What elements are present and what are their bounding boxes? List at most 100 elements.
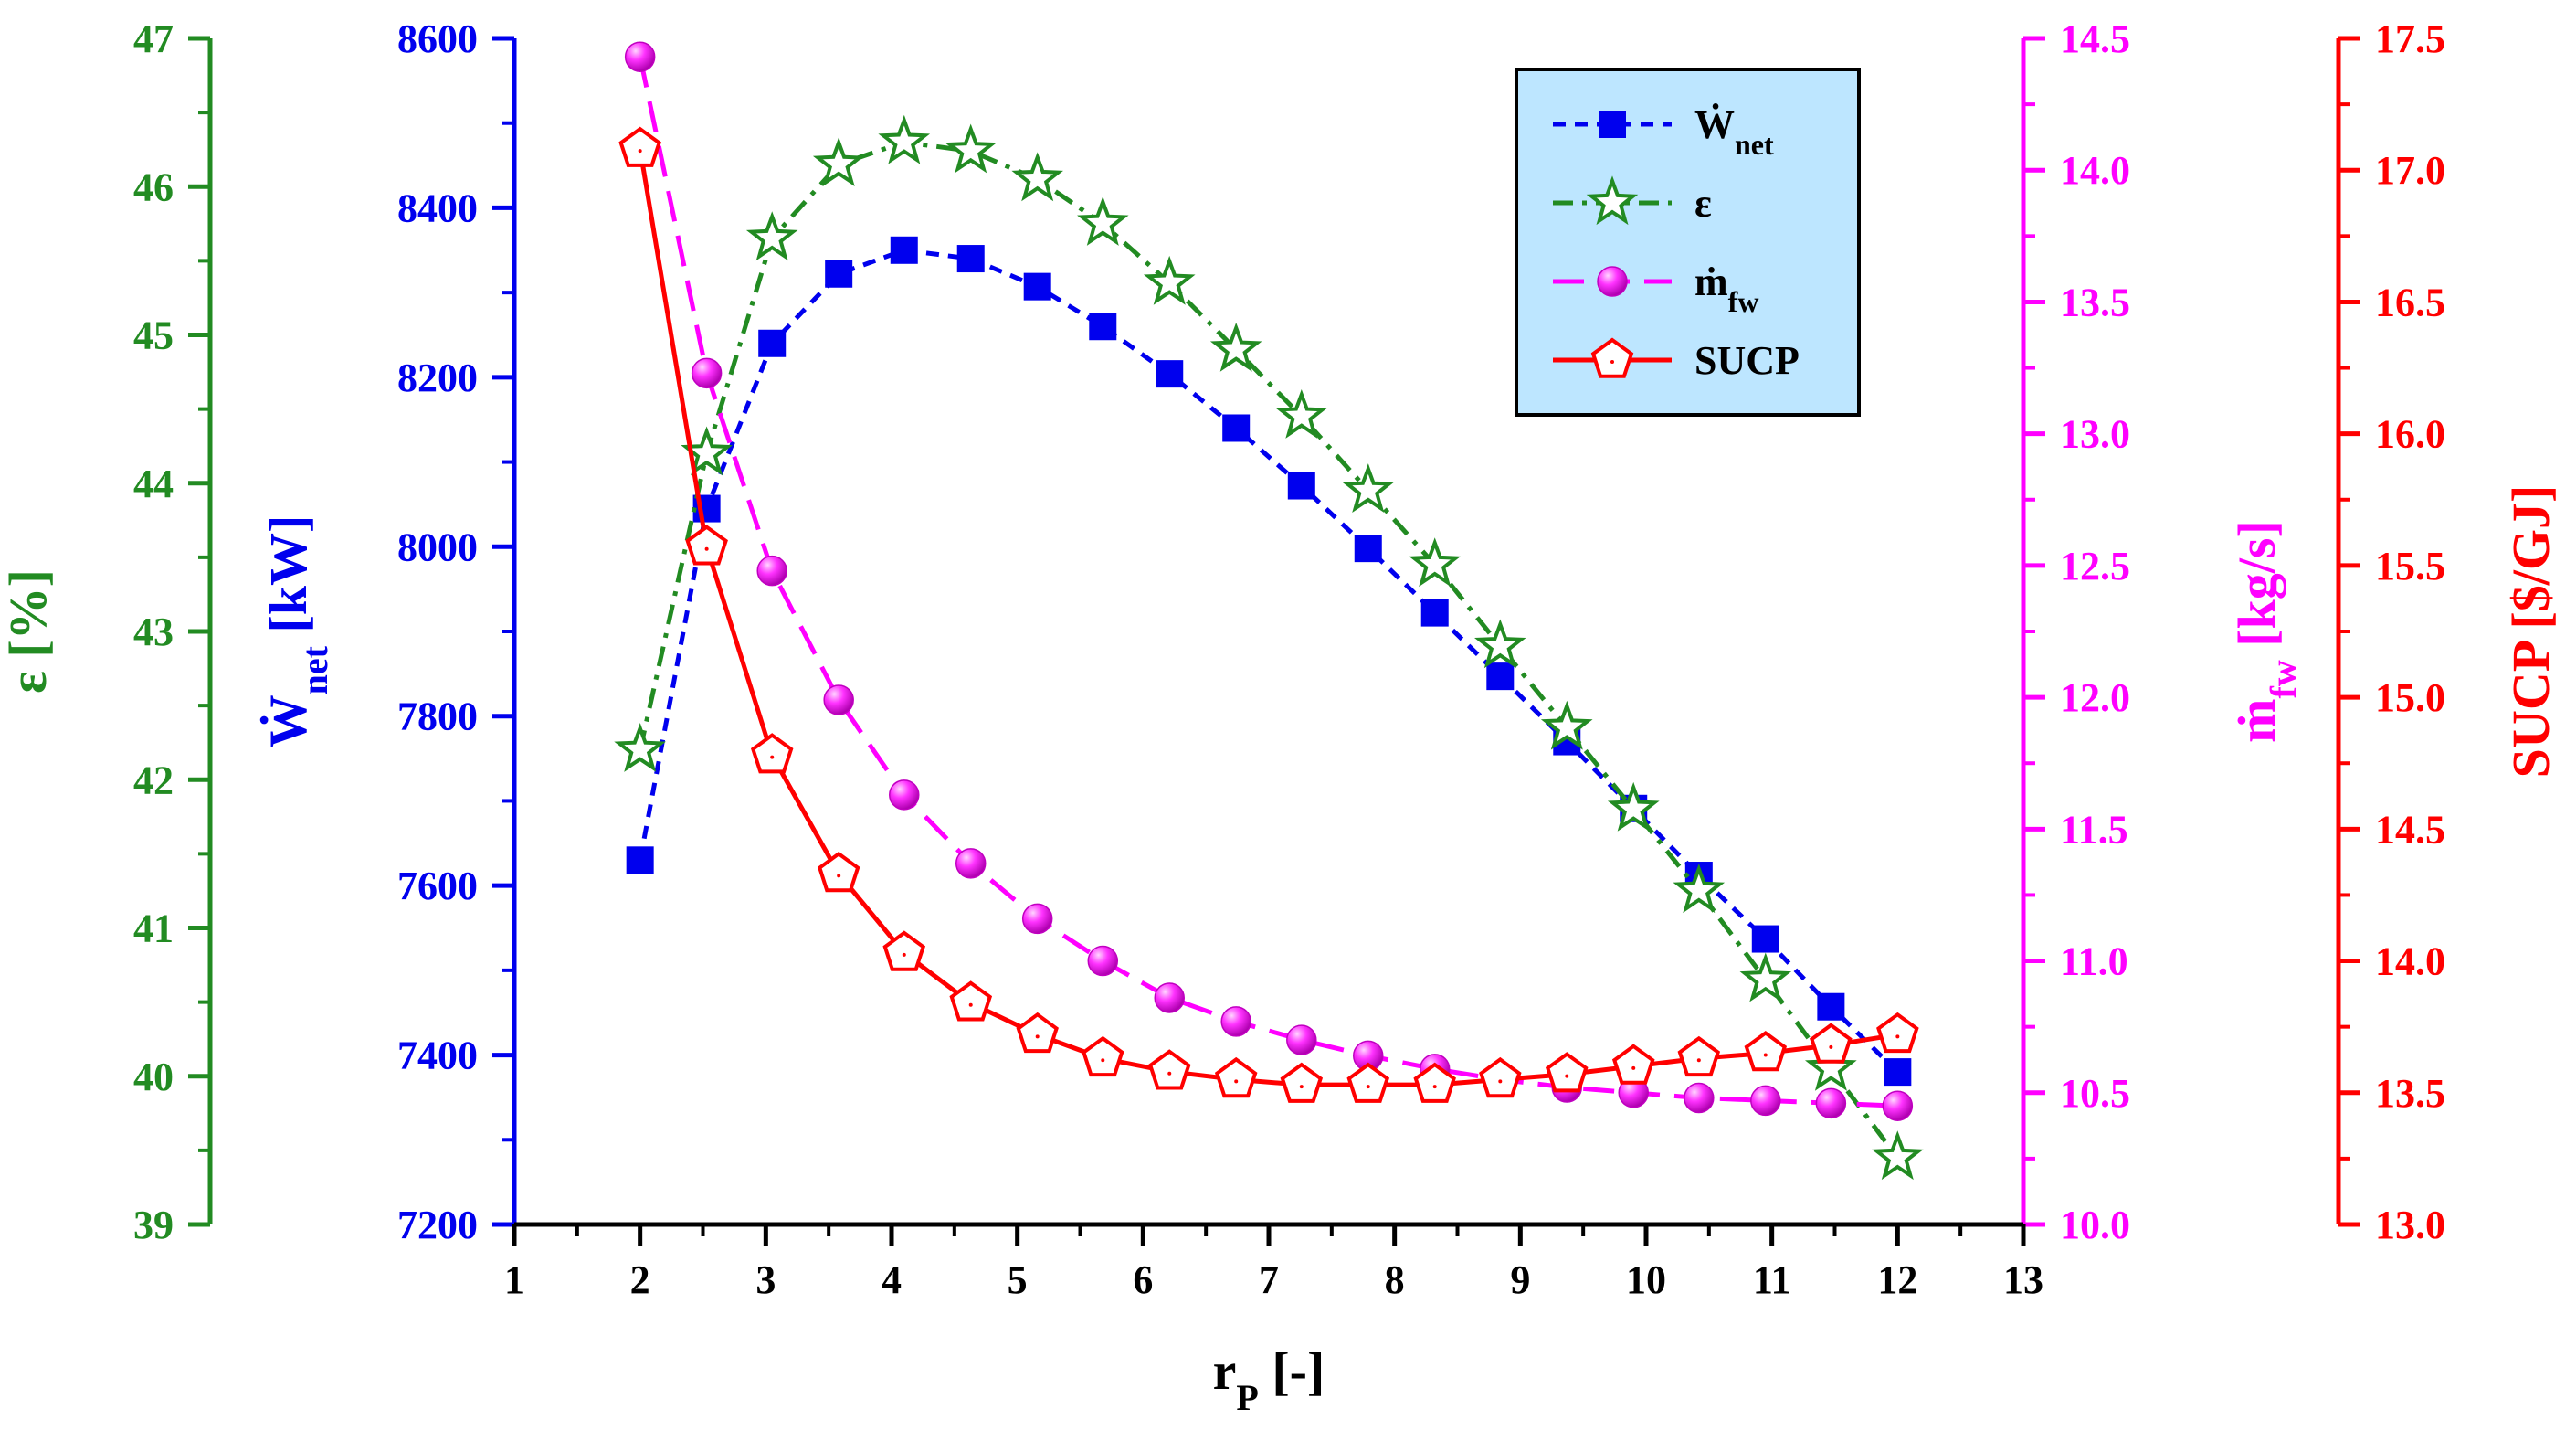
sucp-tick-label: 13.0 bbox=[2375, 1203, 2445, 1247]
series-sucp-marker bbox=[1413, 1062, 1456, 1103]
x-tick-label: 8 bbox=[1385, 1257, 1405, 1302]
legend-marker-mfw bbox=[1597, 266, 1628, 297]
epsilon-tick-label: 39 bbox=[133, 1203, 174, 1247]
legend-box bbox=[1515, 68, 1861, 417]
sucp-tick-label: 14.0 bbox=[2375, 939, 2445, 984]
series-sucp-marker-shape bbox=[1876, 1012, 1919, 1054]
series-mfw-marker bbox=[1882, 1090, 1914, 1121]
mfw-tick-label: 12.0 bbox=[2060, 675, 2130, 720]
series-sucp-marker-shape bbox=[1479, 1056, 1522, 1098]
x-tick-label: 12 bbox=[1877, 1257, 1917, 1302]
series-wnet-marker bbox=[825, 260, 853, 288]
series-sucp-marker bbox=[1744, 1031, 1788, 1072]
sucp-tick-label: 15.5 bbox=[2375, 544, 2445, 588]
series-wnet-marker bbox=[1089, 313, 1117, 341]
series-epsilon-marker bbox=[1342, 463, 1395, 513]
epsilon-tick-label: 42 bbox=[133, 758, 174, 802]
legend-label-mfw: ṁfw bbox=[1694, 260, 1758, 318]
wnet-tick-label: 7600 bbox=[397, 864, 478, 908]
series-epsilon-marker bbox=[878, 114, 931, 164]
series-epsilon-marker bbox=[1739, 952, 1792, 1002]
mfw-tick-label: 14.5 bbox=[2060, 16, 2130, 61]
series-mfw-marker bbox=[823, 684, 854, 716]
series-sucp-marker-dot bbox=[1101, 1058, 1105, 1063]
mfw-tick-label: 13.5 bbox=[2060, 280, 2130, 324]
series-mfw-marker bbox=[1154, 982, 1185, 1013]
legend-marker-sucp-shape bbox=[1590, 337, 1634, 378]
series-mfw-marker bbox=[1286, 1024, 1317, 1055]
wnet-tick-label: 8400 bbox=[397, 186, 478, 230]
series-sucp-marker-shape bbox=[817, 851, 860, 893]
series-epsilon-marker bbox=[812, 137, 865, 186]
legend-marker-sucp bbox=[1590, 337, 1634, 378]
series-epsilon-marker bbox=[614, 723, 666, 772]
series-sucp-marker-shape bbox=[1810, 1023, 1853, 1064]
series-wnet-marker bbox=[1156, 360, 1184, 388]
series-epsilon bbox=[614, 114, 1924, 1181]
wnet-tick-label: 8000 bbox=[397, 525, 478, 569]
legend-marker-epsilon bbox=[1586, 175, 1639, 226]
series-wnet-marker bbox=[758, 329, 787, 357]
series-wnet-marker bbox=[1023, 272, 1051, 301]
epsilon-tick-label: 44 bbox=[133, 461, 174, 506]
series-wnet-marker bbox=[626, 846, 654, 874]
series-sucp-marker-shape bbox=[1413, 1062, 1456, 1103]
series-sucp-marker bbox=[817, 851, 860, 893]
x-tick-label: 9 bbox=[1510, 1257, 1530, 1302]
series-sucp-marker-dot bbox=[1035, 1034, 1040, 1039]
series-sucp-marker bbox=[1082, 1035, 1124, 1077]
epsilon-tick-label: 43 bbox=[133, 610, 174, 654]
epsilon-axis-title: ε [%] bbox=[0, 569, 58, 694]
series-sucp-marker-dot bbox=[1696, 1058, 1701, 1063]
series-sucp-marker-shape bbox=[1280, 1062, 1324, 1103]
series-sucp-marker-shape bbox=[1677, 1035, 1721, 1077]
legend-label-epsilon: ε bbox=[1694, 181, 1712, 226]
x-tick-label: 5 bbox=[1008, 1257, 1028, 1302]
sucp-tick-label: 14.5 bbox=[2375, 807, 2445, 852]
series-wnet-marker bbox=[1751, 925, 1779, 953]
series-sucp-marker bbox=[1810, 1023, 1853, 1064]
series-wnet-marker bbox=[1287, 472, 1315, 500]
series-wnet-marker bbox=[1486, 662, 1515, 691]
series-epsilon-marker bbox=[1804, 1041, 1857, 1091]
x-tick-label: 3 bbox=[755, 1257, 776, 1302]
series-mfw-marker bbox=[889, 779, 920, 811]
series-sucp-marker-shape bbox=[1611, 1044, 1655, 1085]
series-wnet-marker bbox=[1222, 414, 1251, 442]
sucp-tick-label: 13.5 bbox=[2375, 1071, 2445, 1116]
series-sucp-marker-shape bbox=[1082, 1035, 1124, 1077]
series-sucp-marker-dot bbox=[902, 952, 906, 957]
wnet-tick-label: 8200 bbox=[397, 355, 478, 400]
series-sucp-marker-dot bbox=[704, 546, 709, 551]
mfw-tick-label: 10.0 bbox=[2060, 1203, 2130, 1247]
wnet-tick-label: 7200 bbox=[397, 1203, 478, 1247]
series-mfw-marker bbox=[756, 555, 787, 587]
series-sucp-marker bbox=[750, 733, 794, 774]
series-sucp bbox=[618, 126, 1919, 1103]
series-sucp-marker-shape bbox=[1346, 1062, 1390, 1103]
series-mfw-marker bbox=[1815, 1087, 1847, 1119]
series-mfw-marker bbox=[691, 357, 723, 389]
wnet-tick-label: 8600 bbox=[397, 16, 478, 61]
wnet-tick-label: 7800 bbox=[397, 694, 478, 739]
series-epsilon-marker bbox=[1474, 619, 1526, 669]
series-sucp-marker bbox=[1479, 1056, 1522, 1098]
series-epsilon-marker bbox=[1275, 388, 1328, 439]
series-sucp-marker-shape bbox=[618, 126, 661, 167]
series-epsilon-marker bbox=[1607, 781, 1660, 832]
epsilon-tick-label: 41 bbox=[133, 906, 174, 951]
series-epsilon-marker bbox=[1673, 864, 1726, 914]
series-wnet-marker bbox=[1354, 535, 1382, 563]
series-wnet-marker bbox=[1420, 599, 1449, 627]
series-sucp-marker bbox=[1677, 1035, 1721, 1077]
series-mfw-marker bbox=[1087, 945, 1119, 977]
series-sucp-marker-shape bbox=[1744, 1031, 1788, 1072]
series-sucp-marker-dot bbox=[1829, 1044, 1833, 1049]
mfw-tick-label: 12.5 bbox=[2060, 544, 2130, 588]
series-epsilon-marker bbox=[1409, 537, 1461, 588]
series-wnet-marker bbox=[956, 245, 985, 273]
series-sucp-marker bbox=[1016, 1012, 1059, 1054]
series-sucp-marker bbox=[1147, 1049, 1191, 1090]
legend-marker-sucp-dot bbox=[1610, 360, 1614, 364]
series-sucp-marker-dot bbox=[837, 874, 841, 878]
